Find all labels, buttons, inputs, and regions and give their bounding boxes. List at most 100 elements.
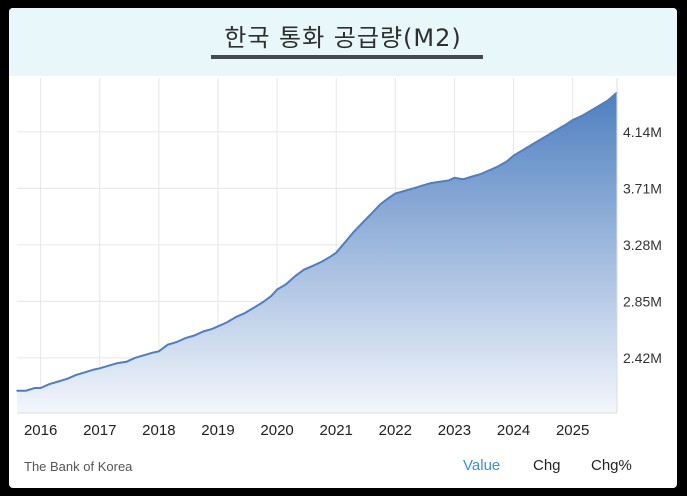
source-label: The Bank of Korea	[24, 459, 133, 474]
data-point	[66, 378, 69, 380]
data-point	[370, 212, 373, 215]
tab-chg-percent[interactable]: Chg%	[591, 457, 632, 474]
data-point	[329, 255, 332, 258]
data-point	[25, 389, 27, 392]
data-point	[344, 241, 346, 244]
data-point	[166, 343, 169, 346]
data-point	[217, 325, 219, 328]
x-tick-label: 2022	[379, 422, 412, 439]
x-tick-label: 2017	[83, 422, 116, 439]
title-underline	[211, 55, 483, 59]
data-point	[134, 357, 137, 359]
x-tick-label: 2019	[201, 422, 234, 439]
data-point	[158, 350, 160, 353]
data-point	[93, 368, 95, 371]
data-point	[512, 154, 515, 157]
data-point	[16, 389, 18, 392]
data-point	[107, 364, 110, 367]
x-tick-label: 2025	[556, 422, 589, 439]
data-point	[57, 380, 60, 383]
data-point	[557, 128, 559, 131]
data-point	[497, 165, 500, 167]
x-tick-label: 2016	[24, 422, 57, 439]
x-tick-label: 2018	[142, 422, 175, 439]
area-layer	[16, 91, 618, 413]
data-point	[489, 169, 491, 171]
data-point	[243, 312, 246, 314]
x-tick-label: 2023	[438, 422, 471, 439]
data-point	[75, 374, 77, 376]
data-point	[175, 341, 178, 343]
data-point	[403, 190, 405, 192]
data-point	[335, 251, 338, 254]
data-point	[84, 371, 86, 374]
data-point	[202, 330, 205, 333]
data-point	[580, 115, 583, 117]
data-point	[270, 295, 272, 297]
chart-card: 한국 통화 공급량(M2) 2.42M 2.85M 3.28M 3.71M 4.14M 2…	[9, 8, 677, 488]
data-point	[302, 269, 305, 271]
data-point	[438, 180, 441, 183]
data-point	[530, 144, 533, 146]
tab-value[interactable]: Value	[463, 457, 501, 474]
data-point	[226, 321, 228, 324]
data-point	[521, 149, 524, 152]
data-point	[116, 362, 119, 364]
data-point	[184, 337, 187, 339]
data-point	[252, 307, 255, 309]
data-point	[548, 133, 550, 136]
data-point	[539, 138, 541, 141]
data-point	[276, 288, 278, 291]
data-point	[211, 328, 213, 330]
data-point	[152, 351, 154, 354]
chart-title: 한국 통화 공급량(M2)	[224, 24, 462, 52]
data-point	[447, 179, 450, 182]
data-point	[362, 221, 364, 224]
data-point	[598, 104, 601, 107]
data-point	[39, 387, 42, 389]
data-point	[589, 110, 592, 112]
x-tick-label: 2020	[260, 422, 293, 439]
data-point	[421, 184, 423, 187]
data-point	[234, 316, 237, 318]
area-chart: 2.42M 2.85M 3.28M 3.71M 4.14M 2016 2017 2018 201…	[16, 78, 662, 439]
data-point	[48, 383, 51, 385]
data-point	[388, 196, 391, 199]
y-tick-label: 3.71M	[623, 180, 662, 196]
data-point	[320, 261, 323, 263]
x-tick-label: 2024	[497, 422, 530, 439]
data-point	[294, 275, 296, 278]
data-point	[261, 301, 264, 304]
y-tick-label: 4.14M	[623, 124, 662, 140]
title-band	[9, 8, 677, 76]
data-point	[311, 265, 314, 267]
data-point	[379, 203, 382, 205]
data-point	[98, 367, 101, 370]
data-point	[471, 175, 473, 178]
data-point	[143, 354, 145, 356]
tab-chg[interactable]: Chg	[533, 457, 561, 474]
data-point	[480, 173, 482, 175]
y-tick-label: 3.28M	[623, 237, 662, 253]
y-tick-label: 2.85M	[623, 293, 662, 309]
data-point	[506, 159, 509, 162]
data-point	[571, 119, 574, 121]
data-point	[193, 334, 196, 337]
x-tick-label: 2021	[320, 422, 353, 439]
y-tick-label: 2.42M	[623, 350, 662, 366]
data-point	[412, 187, 414, 190]
data-point	[565, 123, 568, 125]
series-line	[17, 91, 618, 392]
axis-layer: 2.42M 2.85M 3.28M 3.71M 4.14M 2016 2017 2018 201…	[17, 78, 662, 439]
data-point	[353, 230, 355, 233]
data-point	[607, 99, 609, 102]
data-point	[453, 177, 456, 179]
data-point	[125, 360, 128, 363]
data-point	[33, 387, 36, 389]
area-fill	[17, 92, 617, 413]
data-point	[429, 182, 432, 184]
data-point	[462, 178, 465, 180]
data-point	[394, 192, 397, 195]
data-point	[285, 283, 287, 286]
